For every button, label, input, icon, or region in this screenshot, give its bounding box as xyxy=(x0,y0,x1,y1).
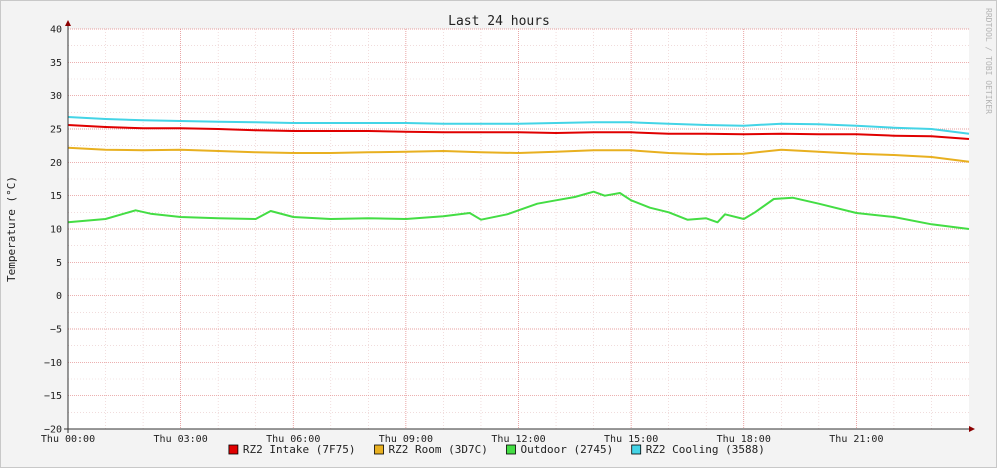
y-tick-label: 30 xyxy=(50,91,62,102)
series-line xyxy=(67,116,970,135)
legend-swatch xyxy=(228,444,239,455)
y-axis-label: Temperature (°C) xyxy=(5,176,18,282)
y-tick-label: 20 xyxy=(50,158,62,169)
x-tick-label: Thu 06:00 xyxy=(266,434,320,445)
legend-swatch xyxy=(506,444,516,455)
y-tick-labels: −20 −15 −10 −5 0 5 10 15 20 25 30 35 40 xyxy=(44,25,62,436)
x-tick-label: Thu 00:00 xyxy=(41,434,95,445)
y-tick-label: 5 xyxy=(56,258,62,269)
x-tick-label: Thu 15:00 xyxy=(604,434,658,445)
legend-label: RZ2 Cooling (3588) xyxy=(646,443,765,456)
x-tick-label: Thu 21:00 xyxy=(829,434,883,445)
series-line xyxy=(67,146,970,163)
axes xyxy=(64,20,975,433)
series-lines xyxy=(67,116,970,230)
y-tick-label: 25 xyxy=(50,125,62,136)
y-axis-arrow xyxy=(65,20,71,26)
series-line xyxy=(67,124,970,140)
y-tick-label: 15 xyxy=(50,191,62,202)
grid xyxy=(68,28,969,429)
y-tick-label: 35 xyxy=(50,58,62,69)
legend-label: RZ2 Intake (7F75) xyxy=(243,443,356,456)
legend-item: Outdoor (2745) xyxy=(506,443,614,456)
legend: RZ2 Intake (7F75) RZ2 Room (3D7C) Outdoor … xyxy=(228,443,765,456)
x-tick-label: Thu 09:00 xyxy=(379,434,433,445)
series-line xyxy=(67,190,970,230)
x-tick-labels: Thu 00:00 Thu 03:00 Thu 06:00 Thu 09:00 Thu … xyxy=(41,434,884,445)
y-tick-label: −15 xyxy=(44,391,62,402)
legend-item: RZ2 Intake (7F75) xyxy=(228,443,356,456)
y-tick-label: 40 xyxy=(50,25,62,36)
legend-item: RZ2 Cooling (3588) xyxy=(631,443,765,456)
legend-label: RZ2 Room (3D7C) xyxy=(389,443,488,456)
watermark-text: RRDTOOL / TOBI OETIKER xyxy=(984,8,993,114)
x-tick-label: Thu 12:00 xyxy=(491,434,545,445)
x-axis-arrow xyxy=(969,426,975,432)
y-tick-label: −20 xyxy=(44,425,62,436)
legend-item: RZ2 Room (3D7C) xyxy=(374,443,488,456)
y-tick-label: 0 xyxy=(56,291,62,302)
chart-title: Last 24 hours xyxy=(448,14,550,29)
y-tick-label: −10 xyxy=(44,358,62,369)
y-tick-label: 10 xyxy=(50,225,62,236)
x-tick-label: Thu 18:00 xyxy=(717,434,771,445)
legend-swatch xyxy=(631,444,642,455)
y-tick-label: −5 xyxy=(50,325,62,336)
legend-swatch xyxy=(374,444,384,455)
legend-label: Outdoor (2745) xyxy=(521,443,614,456)
x-tick-label: Thu 03:00 xyxy=(154,434,208,445)
